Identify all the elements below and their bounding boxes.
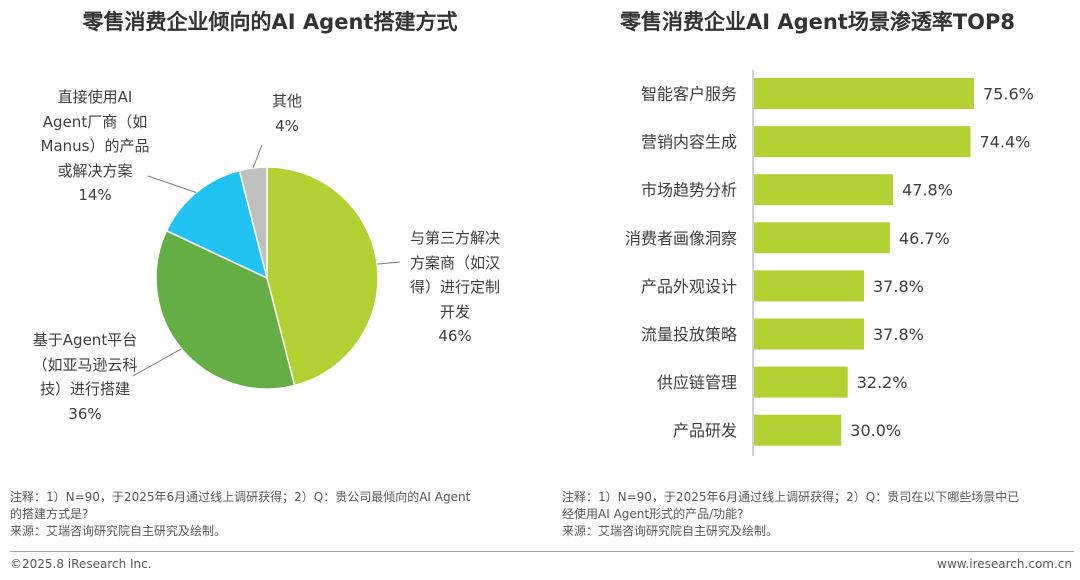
pie-slice-label: 与第三方解决 方案商（如汉 得）进行定制 开发 46% <box>400 226 510 349</box>
website-link[interactable]: www.iresearch.com.cn <box>937 557 1072 571</box>
pie-label-text: 技）进行搭建 <box>39 380 130 398</box>
pie-label-text: （如亚马逊云科 <box>32 355 138 374</box>
bar-chart-title: 零售消费企业AI Agent场景渗透率TOP8 <box>619 10 1016 34</box>
bar-value-label: 37.8% <box>873 277 924 296</box>
pie-leader-line <box>377 261 401 265</box>
bar-value-label: 75.6% <box>983 85 1034 104</box>
pie-chart-title: 零售消费企业倾向的AI Agent搭建方式 <box>82 10 458 34</box>
bar-rect <box>754 318 864 350</box>
bar-value-label: 30.0% <box>850 421 901 440</box>
bar-category-label: 产品研发 <box>673 421 737 440</box>
bar-category-label: 市场趋势分析 <box>641 181 737 200</box>
bar-value-label: 32.2% <box>857 373 908 392</box>
pie-slice <box>266 166 379 387</box>
copyright-text: ©2025.8 iResearch Inc. <box>10 557 152 571</box>
pie-label-text: Manus）的产品 <box>40 137 150 155</box>
pie-note: 注释：1）N=90，于2025年6月通过线上调研获得；2）Q：贵公司最倾向的AI… <box>10 489 530 540</box>
bar-rect <box>754 222 890 254</box>
bar-note-line: 经使用AI Agent形式的产品/功能? <box>562 507 744 521</box>
bar-category-label: 流量投放策略 <box>641 325 737 344</box>
pie-label-text: 直接使用AI <box>57 88 133 106</box>
bar-category-label: 智能客户服务 <box>641 85 737 104</box>
pie-label-text: 或解决方案 <box>57 161 133 180</box>
pie-label-text: 与第三方解决 <box>409 229 500 247</box>
pie-leader-line <box>147 175 197 193</box>
bar-rect <box>754 366 848 398</box>
pie-source-line: 来源：艾瑞咨询研究院自主研究及绘制。 <box>10 524 227 538</box>
pie-note-line: 的搭建方式是? <box>10 507 89 521</box>
bar-rect <box>754 126 971 158</box>
pie-percent-label: 36% <box>68 404 102 423</box>
pie-label-text: 其他 <box>271 92 302 110</box>
pie-label-text: 开发 <box>439 302 470 321</box>
pie-label-text: 基于Agent平台 <box>32 331 138 349</box>
bar-value-label: 46.7% <box>899 229 950 248</box>
pie-percent-label: 4% <box>275 116 299 135</box>
bar-category-label: 供应链管理 <box>657 373 737 392</box>
pie-slice-label: 基于Agent平台 （如亚马逊云科 技）进行搭建 36% <box>10 328 160 426</box>
pie-slice-label: 其他 4% <box>262 89 312 138</box>
pie-percent-label: 14% <box>78 186 112 204</box>
bar-rect <box>754 270 864 302</box>
bar-rect <box>754 414 842 446</box>
pie-leader-line <box>132 348 182 377</box>
bar-value-label: 37.8% <box>873 325 924 344</box>
pie-label-text: 得）进行定制 <box>409 278 500 296</box>
bar-category-label: 消费者画像洞察 <box>625 229 737 248</box>
bar-value-label: 47.8% <box>902 181 953 200</box>
bar-source-line: 来源：艾瑞咨询研究院自主研究及绘制。 <box>562 524 779 538</box>
bar-note-line: 注释：1）N=90，于2025年6月通过线上调研获得；2）Q：贵司在以下哪些场景… <box>562 490 1020 504</box>
pie-label-text: 方案商（如汉 <box>409 253 500 272</box>
pie-leader-line <box>252 144 263 169</box>
pie-label-text: Agent厂商（如 <box>42 112 148 131</box>
pie-slice-label: 直接使用AI Agent厂商（如 Manus）的产品 或解决方案 14% <box>15 85 175 208</box>
bar-category-label: 产品外观设计 <box>641 277 737 296</box>
bar-rect <box>754 78 974 109</box>
bar-value-label: 74.4% <box>980 133 1031 152</box>
pie-slice <box>155 229 296 390</box>
footer-divider <box>10 551 1074 552</box>
bar-category-label: 营销内容生成 <box>641 133 737 152</box>
bar-rect <box>754 174 894 206</box>
bar-note: 注释：1）N=90，于2025年6月通过线上调研获得；2）Q：贵司在以下哪些场景… <box>562 489 1077 540</box>
pie-note-line: 注释：1）N=90，于2025年6月通过线上调研获得；2）Q：贵公司最倾向的AI… <box>10 490 471 504</box>
pie-percent-label: 46% <box>438 327 472 345</box>
